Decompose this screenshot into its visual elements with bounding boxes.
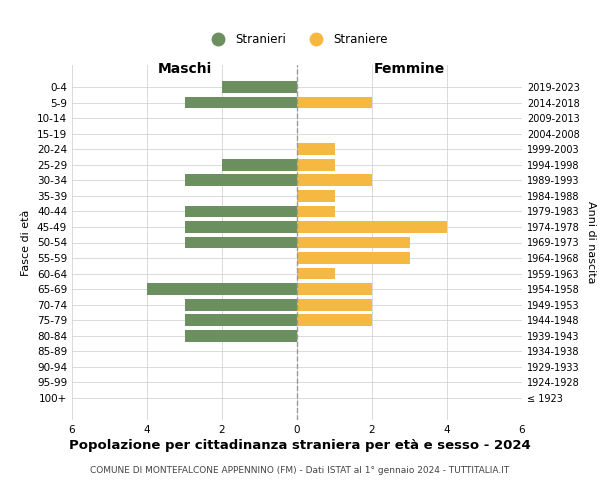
Bar: [222, 81, 297, 93]
Bar: [185, 314, 297, 326]
Bar: [297, 159, 335, 170]
Bar: [185, 206, 297, 217]
Text: Femmine: Femmine: [374, 62, 445, 76]
Bar: [297, 96, 372, 108]
Bar: [297, 268, 335, 280]
Bar: [297, 299, 372, 310]
Bar: [185, 221, 297, 233]
Bar: [185, 236, 297, 248]
Text: Maschi: Maschi: [157, 62, 212, 76]
Y-axis label: Fasce di età: Fasce di età: [22, 210, 31, 276]
Bar: [297, 174, 372, 186]
Bar: [185, 96, 297, 108]
Y-axis label: Anni di nascita: Anni di nascita: [586, 201, 596, 284]
Bar: [185, 330, 297, 342]
Legend: Stranieri, Straniere: Stranieri, Straniere: [201, 28, 393, 50]
Bar: [185, 299, 297, 310]
Bar: [297, 252, 409, 264]
Bar: [297, 221, 447, 233]
Bar: [297, 236, 409, 248]
Text: Popolazione per cittadinanza straniera per età e sesso - 2024: Popolazione per cittadinanza straniera p…: [69, 440, 531, 452]
Bar: [185, 174, 297, 186]
Bar: [147, 284, 297, 295]
Bar: [297, 190, 335, 202]
Bar: [222, 159, 297, 170]
Text: COMUNE DI MONTEFALCONE APPENNINO (FM) - Dati ISTAT al 1° gennaio 2024 - TUTTITAL: COMUNE DI MONTEFALCONE APPENNINO (FM) - …: [91, 466, 509, 475]
Bar: [297, 314, 372, 326]
Bar: [297, 206, 335, 217]
Bar: [297, 284, 372, 295]
Bar: [297, 144, 335, 155]
